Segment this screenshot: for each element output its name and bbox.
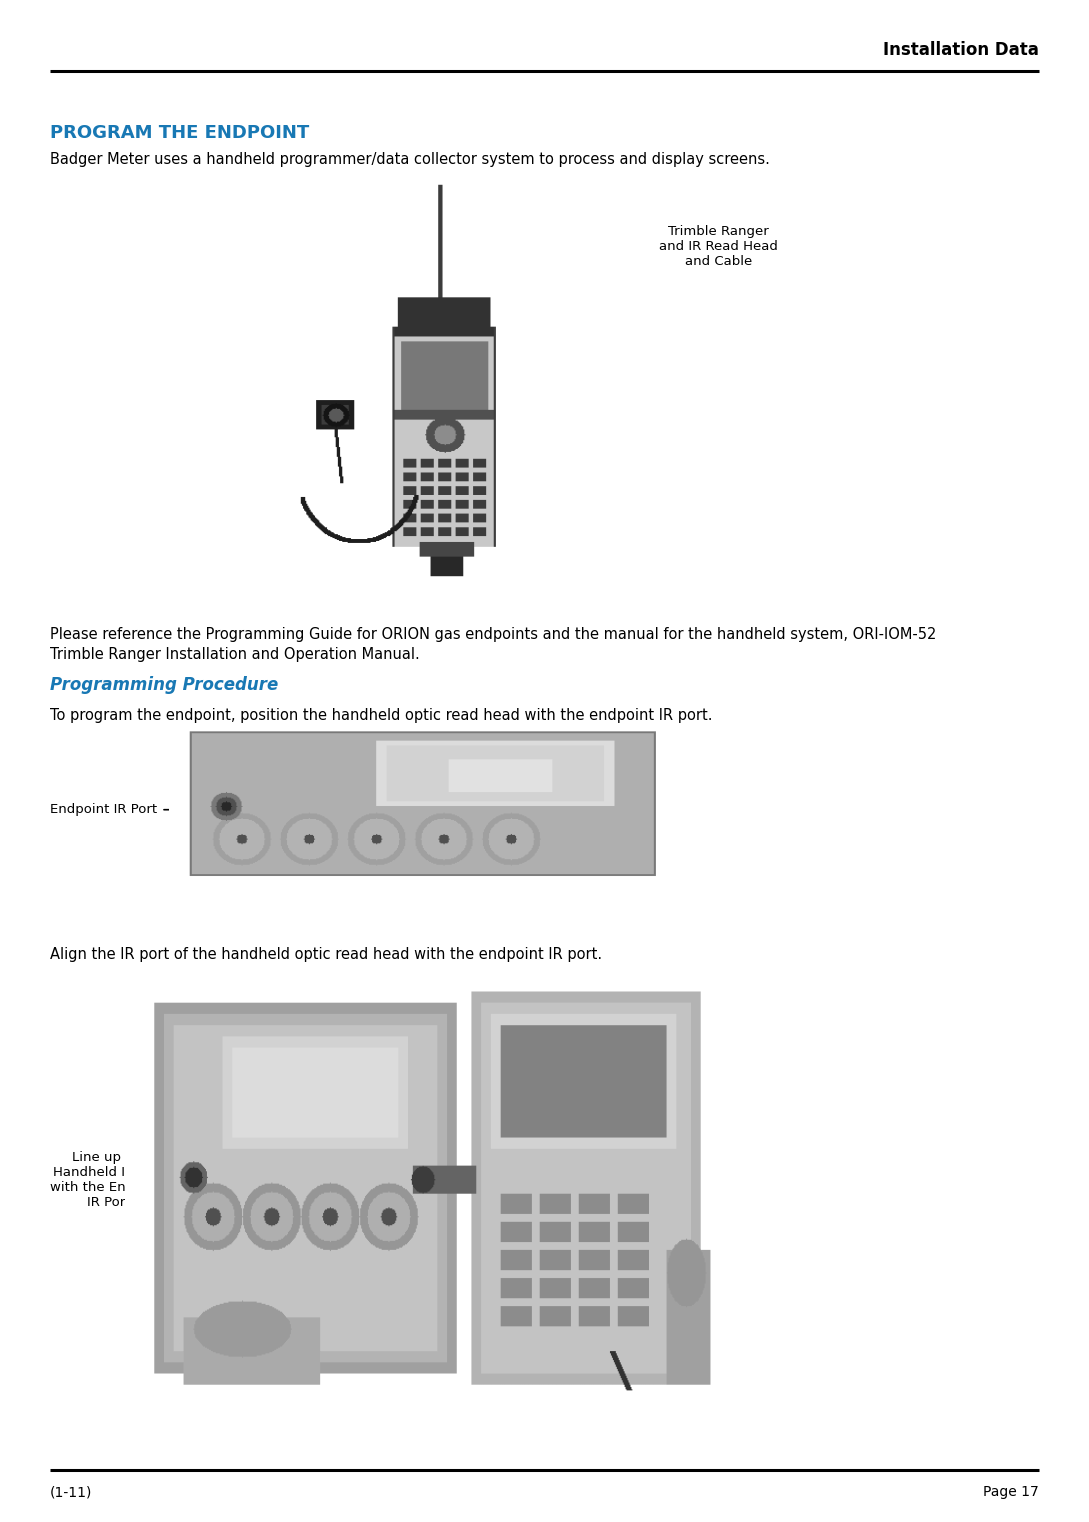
Text: Please reference the Programming Guide for ORION gas endpoints and the manual fo: Please reference the Programming Guide f… bbox=[50, 627, 937, 662]
Text: Line up the
Handheld IR Port
with the Endpoint
IR Port: Line up the Handheld IR Port with the En… bbox=[50, 1151, 169, 1208]
Text: Badger Meter uses a handheld programmer/data collector system to process and dis: Badger Meter uses a handheld programmer/… bbox=[50, 152, 770, 167]
Text: PROGRAM THE ENDPOINT: PROGRAM THE ENDPOINT bbox=[50, 125, 309, 142]
Text: Installation Data: Installation Data bbox=[883, 41, 1039, 58]
Text: Optic Read
Head: Optic Read Head bbox=[560, 1362, 634, 1390]
Text: Endpoint IR Port: Endpoint IR Port bbox=[50, 804, 157, 816]
Text: Trimble Ranger
and IR Read Head
and Cable: Trimble Ranger and IR Read Head and Cabl… bbox=[659, 225, 778, 268]
Text: To program the endpoint, position the handheld optic read head with the endpoint: To program the endpoint, position the ha… bbox=[50, 708, 712, 723]
Text: Page 17: Page 17 bbox=[983, 1485, 1039, 1499]
Text: (1-11): (1-11) bbox=[50, 1485, 93, 1499]
Text: Align the IR port of the handheld optic read head with the endpoint IR port.: Align the IR port of the handheld optic … bbox=[50, 947, 602, 962]
Text: Programming Procedure: Programming Procedure bbox=[50, 676, 279, 694]
